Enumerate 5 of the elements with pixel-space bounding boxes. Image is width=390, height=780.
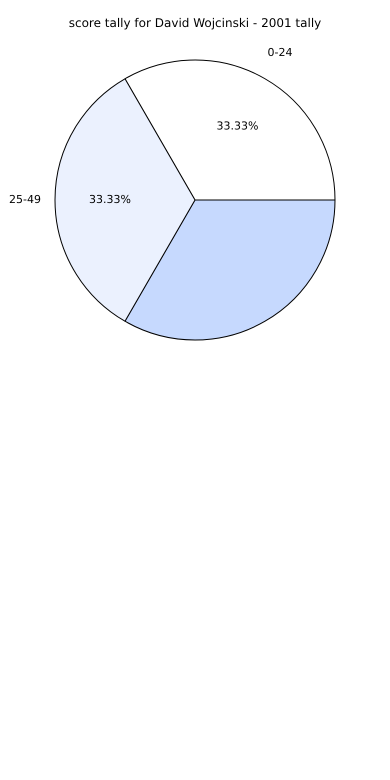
data-label: 33.33% <box>89 192 131 206</box>
chart-title: score tally for David Wojcinski - 2001 tally <box>68 16 322 30</box>
slice-label: 0-24 <box>268 46 292 59</box>
data-label: 33.33% <box>216 119 258 132</box>
slice-label: 25-49 <box>9 192 41 206</box>
